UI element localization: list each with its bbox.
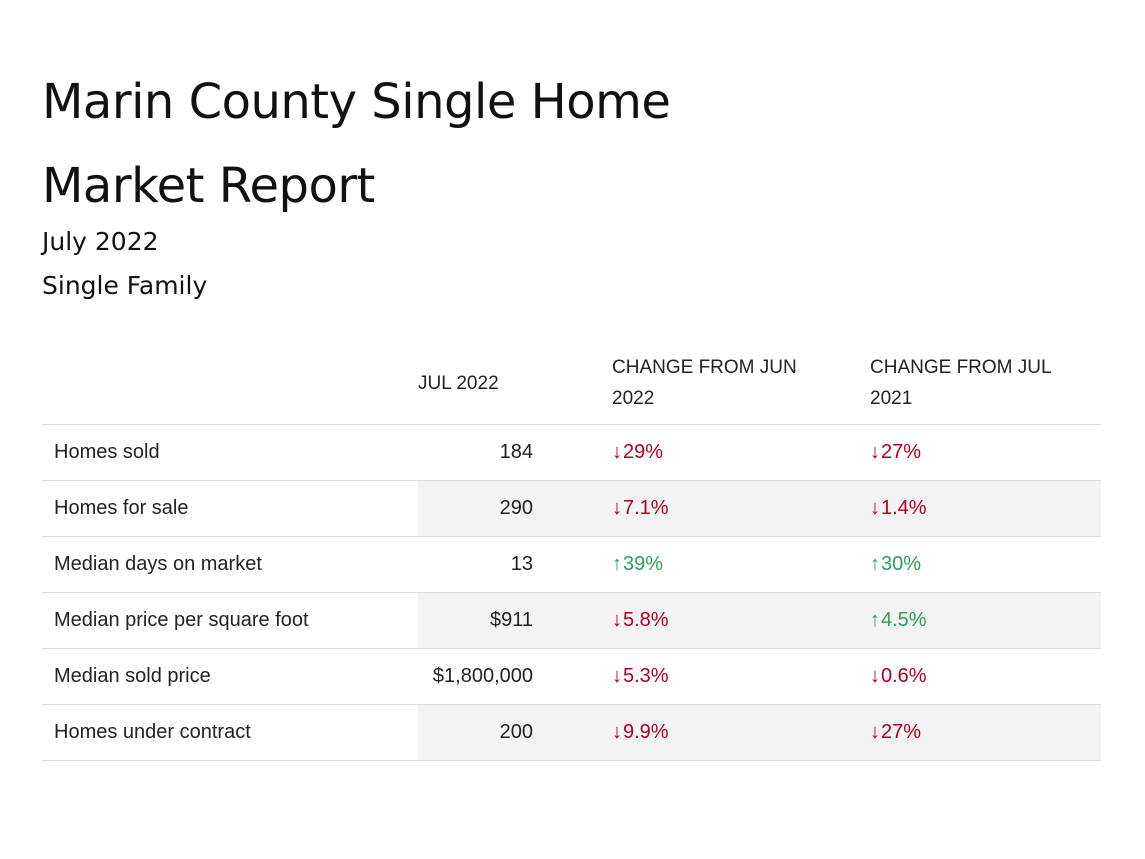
table-row: Median sold price $1,800,000 ↓5.3% ↓0.6%: [42, 648, 1101, 705]
change-down-value: ↓29%: [612, 441, 663, 463]
change-down-value: ↓0.6%: [870, 665, 927, 687]
row-change-from-jun: ↓7.1%: [533, 480, 870, 537]
arrow-down-icon: ↓: [612, 609, 622, 631]
row-change-from-jun: ↓29%: [533, 424, 870, 481]
row-metric-label: Homes sold: [42, 424, 418, 481]
change-percent: 27%: [881, 721, 922, 743]
table-row: Median price per square foot $911 ↓5.8% ↑4.…: [42, 592, 1101, 649]
change-down-value: ↓27%: [870, 721, 921, 743]
property-type: Single Family: [42, 271, 208, 300]
change-down-value: ↓5.8%: [612, 609, 669, 631]
arrow-down-icon: ↓: [870, 441, 880, 463]
change-up-value: ↑39%: [612, 553, 663, 575]
arrow-down-icon: ↓: [612, 497, 622, 519]
page-title: Marin County Single Home Market Report: [42, 60, 942, 228]
arrow-down-icon: ↓: [870, 665, 880, 687]
change-percent: 30%: [881, 553, 922, 575]
change-percent: 5.3%: [623, 665, 669, 687]
arrow-up-icon: ↑: [870, 553, 880, 575]
row-change-from-jul: ↓1.4%: [870, 480, 1101, 537]
table-body: Homes sold 184 ↓29% ↓27% Homes for sale 290 ↓7…: [42, 424, 1101, 761]
report-date: July 2022: [42, 227, 159, 256]
row-change-from-jul: ↓0.6%: [870, 648, 1101, 705]
row-change-from-jun: ↑39%: [533, 536, 870, 593]
change-percent: 9.9%: [623, 721, 669, 743]
market-report-table: JUL 2022 CHANGE FROM JUN 2022 CHANGE FRO…: [42, 342, 1101, 761]
page-title-line-2: Market Report: [42, 158, 375, 214]
arrow-down-icon: ↓: [612, 441, 622, 463]
row-value: $911: [418, 592, 533, 649]
header-jul-2022-label: JUL 2022: [418, 372, 499, 394]
row-metric-label: Homes under contract: [42, 704, 418, 761]
row-value: 200: [418, 704, 533, 761]
change-percent: 1.4%: [881, 497, 927, 519]
arrow-up-icon: ↑: [870, 609, 880, 631]
change-percent: 5.8%: [623, 609, 669, 631]
header-change-jul-label: CHANGE FROM JUL 2021: [870, 357, 1051, 409]
row-change-from-jun: ↓9.9%: [533, 704, 870, 761]
row-change-from-jul: ↑4.5%: [870, 592, 1101, 649]
table-row: Homes sold 184 ↓29% ↓27%: [42, 424, 1101, 481]
page-title-line-1: Marin County Single Home: [42, 74, 671, 130]
change-percent: 4.5%: [881, 609, 927, 631]
change-down-value: ↓1.4%: [870, 497, 927, 519]
change-percent: 39%: [623, 553, 664, 575]
header-change-jul: CHANGE FROM JUL 2021: [870, 342, 1101, 425]
change-percent: 0.6%: [881, 665, 927, 687]
table-header-row: JUL 2022 CHANGE FROM JUN 2022 CHANGE FRO…: [42, 342, 1101, 425]
change-down-value: ↓27%: [870, 441, 921, 463]
change-down-value: ↓7.1%: [612, 497, 669, 519]
table-row: Homes for sale 290 ↓7.1% ↓1.4%: [42, 480, 1101, 537]
arrow-down-icon: ↓: [612, 665, 622, 687]
row-value: $1,800,000: [418, 648, 533, 705]
change-percent: 27%: [881, 441, 922, 463]
change-down-value: ↓5.3%: [612, 665, 669, 687]
row-value: 13: [418, 536, 533, 593]
table-row: Median days on market 13 ↑39% ↑30%: [42, 536, 1101, 593]
arrow-up-icon: ↑: [612, 553, 622, 575]
arrow-down-icon: ↓: [870, 497, 880, 519]
row-metric-label: Homes for sale: [42, 480, 418, 537]
row-change-from-jul: ↑30%: [870, 536, 1101, 593]
row-change-from-jun: ↓5.3%: [533, 648, 870, 705]
row-change-from-jul: ↓27%: [870, 424, 1101, 481]
change-percent: 29%: [623, 441, 664, 463]
header-change-jun-label: CHANGE FROM JUN 2022: [612, 357, 797, 409]
header-change-jun: CHANGE FROM JUN 2022: [533, 342, 870, 425]
header-metric: [42, 342, 418, 425]
row-change-from-jun: ↓5.8%: [533, 592, 870, 649]
arrow-down-icon: ↓: [870, 721, 880, 743]
change-up-value: ↑4.5%: [870, 609, 927, 631]
header-jul-2022: JUL 2022: [418, 342, 533, 425]
arrow-down-icon: ↓: [612, 721, 622, 743]
row-value: 290: [418, 480, 533, 537]
row-metric-label: Median sold price: [42, 648, 418, 705]
row-value: 184: [418, 424, 533, 481]
change-up-value: ↑30%: [870, 553, 921, 575]
change-percent: 7.1%: [623, 497, 669, 519]
table-row: Homes under contract 200 ↓9.9% ↓27%: [42, 704, 1101, 761]
row-metric-label: Median days on market: [42, 536, 418, 593]
row-change-from-jul: ↓27%: [870, 704, 1101, 761]
change-down-value: ↓9.9%: [612, 721, 669, 743]
row-metric-label: Median price per square foot: [42, 592, 418, 649]
